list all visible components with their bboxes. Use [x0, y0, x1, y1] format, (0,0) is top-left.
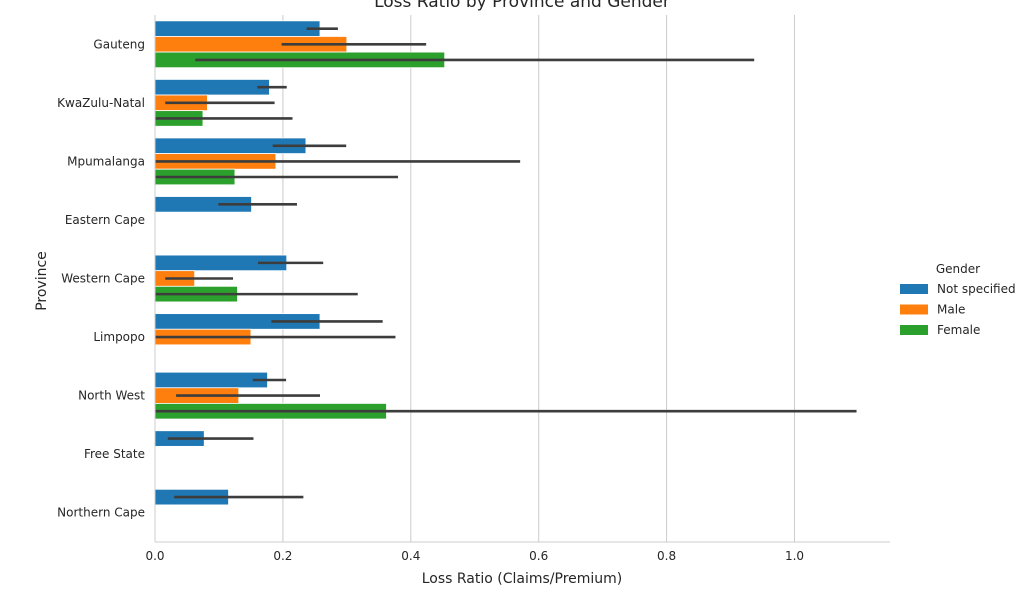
y-tick-label: Western Cape — [61, 272, 145, 286]
y-tick-label: Northern Cape — [57, 506, 145, 520]
y-tick-label: Eastern Cape — [65, 213, 145, 227]
bar — [154, 20, 321, 37]
x-tick-label: 1.0 — [785, 549, 804, 563]
legend-title: Gender — [936, 262, 980, 276]
legend-swatch — [900, 304, 928, 315]
bar — [154, 371, 268, 389]
x-tick-label: 0.8 — [657, 549, 676, 563]
x-tick-label: 0.4 — [401, 549, 420, 563]
legend-swatch — [900, 284, 928, 294]
x-axis-label: Loss Ratio (Claims/Premium) — [422, 571, 623, 587]
x-tick-labels: 0.0 0.2 0.4 0.6 0.8 1.0 — [145, 549, 804, 563]
legend-entry: Male — [937, 303, 965, 317]
chart-title: Loss Ratio by Province and Gender — [374, 0, 670, 12]
x-tick-label: 0.2 — [273, 549, 292, 563]
y-tick-labels: Gauteng KwaZulu-Natal Mpumalanga Eastern Ca… — [57, 37, 145, 519]
x-tick-label: 0.6 — [529, 549, 548, 563]
y-tick-label: Gauteng — [93, 37, 145, 51]
legend-entry: Not specified — [937, 282, 1016, 296]
legend-entry: Female — [937, 323, 980, 337]
x-tick-label: 0.0 — [145, 549, 164, 563]
y-tick-label: Limpopo — [93, 330, 145, 344]
error-bars — [155, 27, 857, 499]
y-axis-label: Province — [34, 251, 50, 311]
legend: Gender Not specified Male Female — [900, 262, 1016, 337]
bar — [154, 79, 270, 96]
legend-swatch — [900, 325, 928, 335]
y-tick-label: Mpumalanga — [67, 154, 145, 168]
y-tick-label: North West — [78, 389, 145, 403]
y-tick-label: KwaZulu-Natal — [57, 96, 145, 110]
y-tick-label: Free State — [84, 447, 145, 461]
axis-spines — [154, 15, 890, 543]
